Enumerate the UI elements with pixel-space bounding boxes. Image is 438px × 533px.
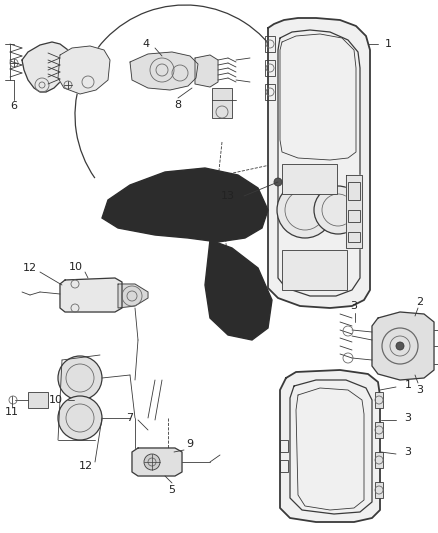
Text: 8: 8	[174, 100, 182, 110]
Bar	[348, 232, 360, 242]
Text: 3: 3	[405, 447, 411, 457]
Circle shape	[58, 356, 102, 400]
Text: 9: 9	[187, 439, 194, 449]
Circle shape	[396, 342, 404, 350]
Text: 2: 2	[417, 297, 424, 307]
Polygon shape	[58, 46, 110, 94]
Bar	[348, 210, 360, 222]
Polygon shape	[195, 55, 218, 87]
Polygon shape	[130, 52, 198, 90]
Circle shape	[277, 182, 333, 238]
Circle shape	[314, 186, 362, 234]
Bar	[375, 392, 383, 408]
Text: 5: 5	[169, 485, 176, 495]
Text: 10: 10	[69, 262, 83, 272]
Text: 3: 3	[417, 385, 424, 395]
Text: 6: 6	[11, 101, 18, 111]
Bar	[280, 460, 288, 472]
Text: 11: 11	[5, 407, 19, 417]
Text: 3: 3	[405, 413, 411, 423]
Polygon shape	[132, 448, 182, 476]
Polygon shape	[205, 240, 272, 340]
Polygon shape	[346, 175, 362, 248]
Text: 12: 12	[79, 461, 93, 471]
Polygon shape	[22, 42, 70, 92]
Polygon shape	[102, 168, 268, 242]
Text: 13: 13	[221, 191, 235, 201]
Bar	[348, 182, 360, 200]
Polygon shape	[280, 370, 380, 522]
Bar	[265, 84, 275, 100]
Text: 4: 4	[142, 39, 149, 49]
Polygon shape	[268, 18, 370, 308]
Bar	[265, 60, 275, 76]
Bar	[282, 250, 347, 290]
Bar	[28, 392, 48, 408]
Text: 12: 12	[23, 263, 37, 273]
Text: 3: 3	[350, 301, 357, 311]
Circle shape	[58, 396, 102, 440]
Circle shape	[144, 454, 160, 470]
Text: 7: 7	[127, 413, 134, 423]
Text: 1: 1	[385, 39, 392, 49]
Polygon shape	[372, 312, 434, 380]
Bar	[375, 482, 383, 498]
Bar	[282, 164, 337, 194]
Bar	[212, 88, 232, 118]
Bar	[265, 36, 275, 52]
Text: 1: 1	[405, 380, 411, 390]
Circle shape	[274, 178, 282, 186]
Bar	[375, 422, 383, 438]
Bar	[375, 452, 383, 468]
Polygon shape	[60, 278, 122, 312]
Text: 10: 10	[49, 395, 63, 405]
Bar	[280, 440, 288, 452]
Polygon shape	[118, 284, 148, 308]
